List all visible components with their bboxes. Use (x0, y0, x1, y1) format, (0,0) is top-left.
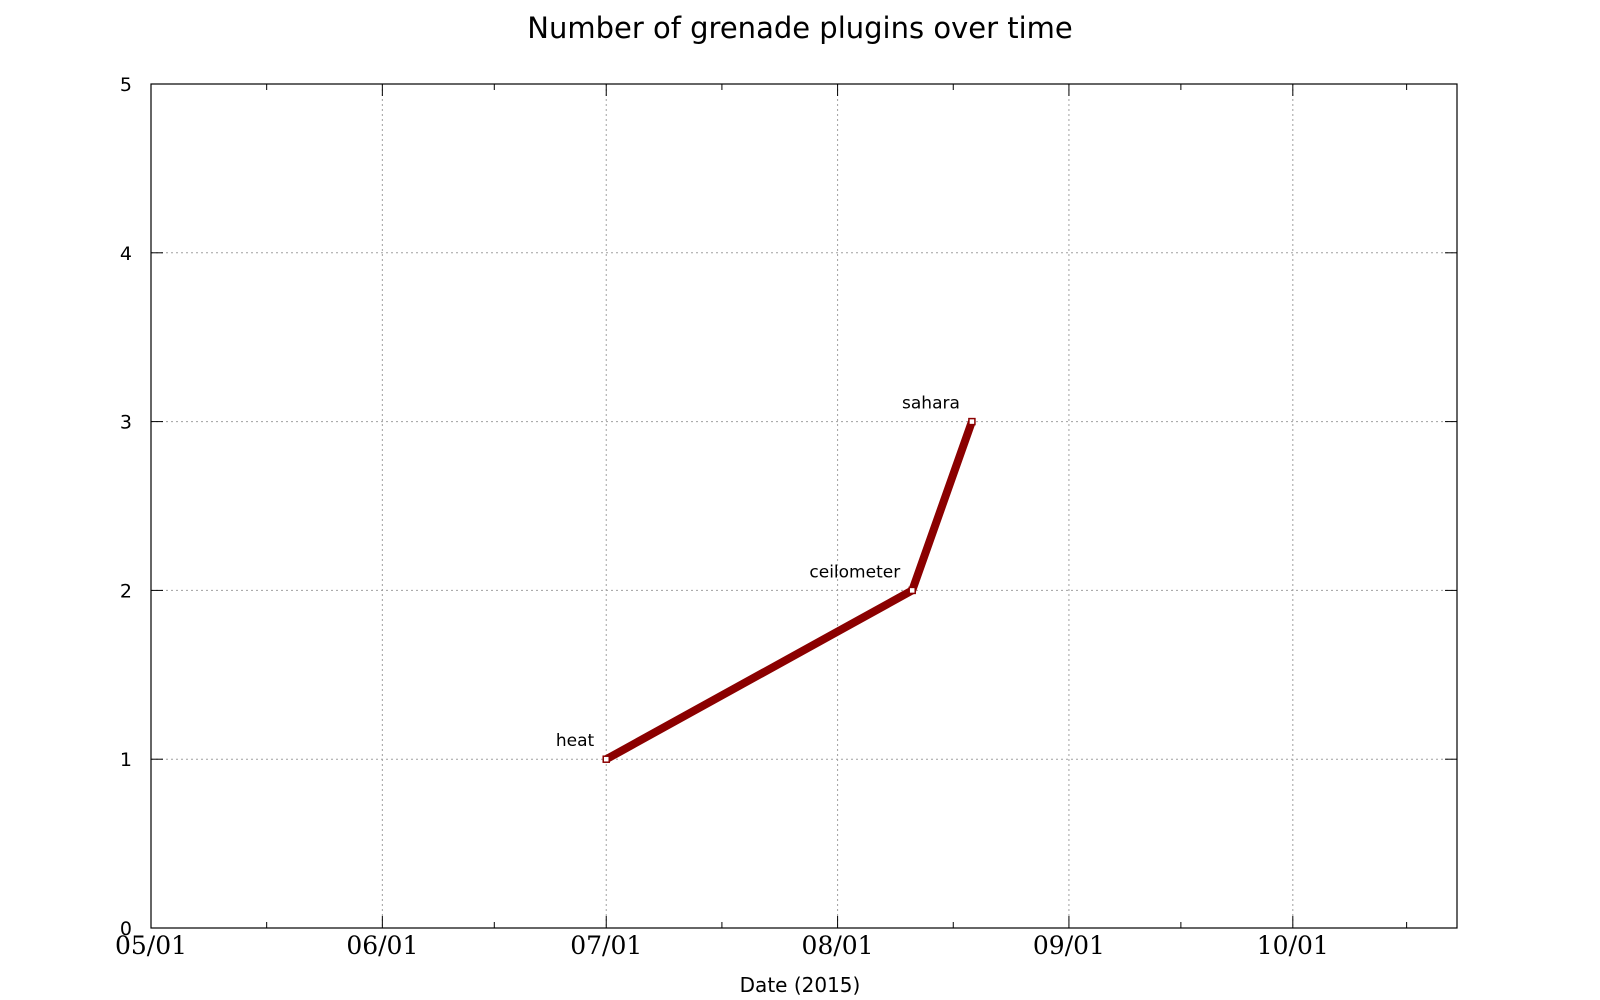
x-axis: 05/01 06/01 07/01 08/01 09/01 10/01 (115, 931, 1329, 960)
x-tick-label: 09/01 (1033, 931, 1105, 960)
y-axis: 0 1 2 3 4 5 (120, 74, 132, 940)
axis-ticks (150, 83, 1457, 929)
data-point-label: sahara (902, 394, 960, 414)
y-tick-label: 0 (120, 918, 132, 940)
x-tick-label: 05/01 (115, 931, 187, 960)
data-point (602, 755, 610, 763)
x-tick-label: 06/01 (346, 931, 418, 960)
grid (151, 84, 1457, 928)
x-tick-label: 07/01 (570, 931, 642, 960)
y-tick-label: 3 (120, 412, 132, 434)
y-tick-label: 2 (120, 580, 132, 602)
y-tick-label: 1 (120, 749, 132, 771)
data-point-label: heat (556, 731, 595, 751)
data-point (968, 417, 976, 426)
y-tick-label: 5 (120, 74, 132, 96)
data-point-label: ceilometer (809, 562, 900, 582)
x-tick-label: 08/01 (802, 931, 874, 960)
y-tick-label: 4 (120, 243, 132, 265)
x-axis-label: Date (2015) (740, 973, 861, 997)
x-tick-label: 10/01 (1257, 931, 1329, 960)
chart-title: Number of grenade plugins over time (527, 11, 1072, 45)
series-layer (602, 417, 976, 763)
plot-frame (150, 83, 1458, 929)
point-labels: heat ceilometer sahara (556, 394, 960, 752)
data-point (908, 586, 916, 595)
